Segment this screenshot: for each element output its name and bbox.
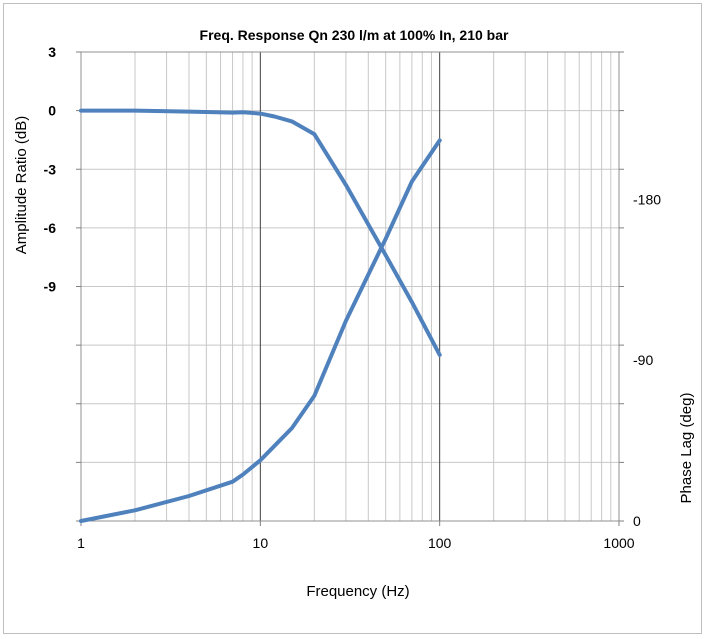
x-axis-title: Frequency (Hz): [306, 583, 409, 600]
series-phase-line: [79, 138, 442, 523]
series-layer: [79, 108, 442, 523]
y2-tick-label: 0: [633, 513, 641, 529]
grid-minor: [81, 51, 619, 522]
y-axis-title: Amplitude Ratio (dB): [13, 116, 30, 254]
y-tick-label: 3: [48, 44, 56, 60]
x-tick-label: 10: [253, 535, 269, 551]
y-tick-label: -9: [44, 279, 57, 295]
tick-labels: 1 10 100 1000 3 0 -3 -6 -9 -180 -90 0: [44, 44, 662, 551]
y2-tick-label: -90: [633, 352, 653, 368]
y2-tick-label: -180: [633, 191, 661, 207]
x-tick-label: 1000: [603, 535, 634, 551]
y-tick-label: 0: [48, 103, 56, 119]
y2-axis-title: Phase Lag (deg): [678, 393, 695, 504]
y-tick-label: -3: [44, 161, 57, 177]
x-tick-label: 1: [77, 535, 85, 551]
y-tick-label: -6: [44, 220, 57, 236]
series-amplitude-line: [79, 108, 442, 357]
x-tick-label: 100: [428, 535, 452, 551]
chart-title: Freq. Response Qn 230 l/m at 100% In, 21…: [200, 27, 509, 43]
grid-major: [76, 51, 624, 526]
chart-frame: [3, 3, 702, 634]
